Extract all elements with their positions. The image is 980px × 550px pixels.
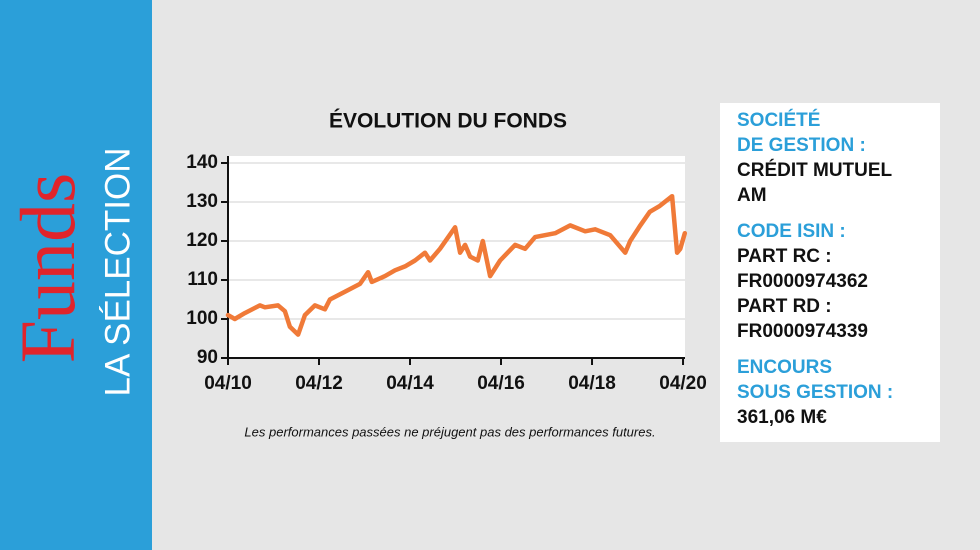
chart-title: ÉVOLUTION DU FONDS (329, 110, 567, 133)
x-tick-label: 04/18 (568, 373, 616, 394)
info-text: PART RD : (737, 296, 832, 317)
info: SOCIÉTÉ DE GESTION : CRÉDIT MUTUEL AM CODE I… (737, 109, 893, 428)
brand: Funds (4, 173, 91, 364)
subtitle: LA SÉLECTION (98, 148, 137, 397)
side-band (0, 0, 152, 550)
line (225, 193, 688, 337)
y-tick-label: 120 (186, 230, 218, 251)
y-tick-label: 140 (186, 152, 218, 173)
info-heading: CODE ISIN : (737, 221, 846, 242)
y-tick-label: 110 (187, 269, 218, 290)
info-heading: ENCOURS (737, 357, 832, 378)
plot-area (228, 156, 685, 358)
x-tick-label: 04/10 (204, 373, 252, 394)
info-text: 361,06 M€ (737, 407, 827, 428)
info-heading: SOUS GESTION : (737, 382, 893, 403)
y-tick-label: 130 (186, 191, 218, 212)
x-tick-label: 04/16 (477, 373, 525, 394)
info-heading: SOCIÉTÉ (737, 109, 820, 131)
info-text: FR0000974339 (737, 321, 868, 342)
info-text: FR0000974362 (737, 271, 868, 292)
info-box (720, 103, 940, 442)
info-heading: DE GESTION : (737, 135, 866, 156)
y-tick-label: 100 (186, 308, 218, 329)
plot: 90 100 110 120 130 140 04/10 04/12 04/14 04/16 04/… (186, 152, 707, 394)
y-tick-label: 90 (197, 347, 218, 368)
note: Les performances passées ne préjugent pa… (244, 424, 655, 439)
x-tick-label: 04/20 (659, 373, 707, 394)
info-text: AM (737, 185, 767, 206)
x-tick-label: 04/14 (386, 373, 434, 394)
info-text: PART RC : (737, 246, 832, 267)
x-tick-label: 04/12 (295, 373, 343, 394)
info-text: CRÉDIT MUTUEL (737, 159, 893, 181)
